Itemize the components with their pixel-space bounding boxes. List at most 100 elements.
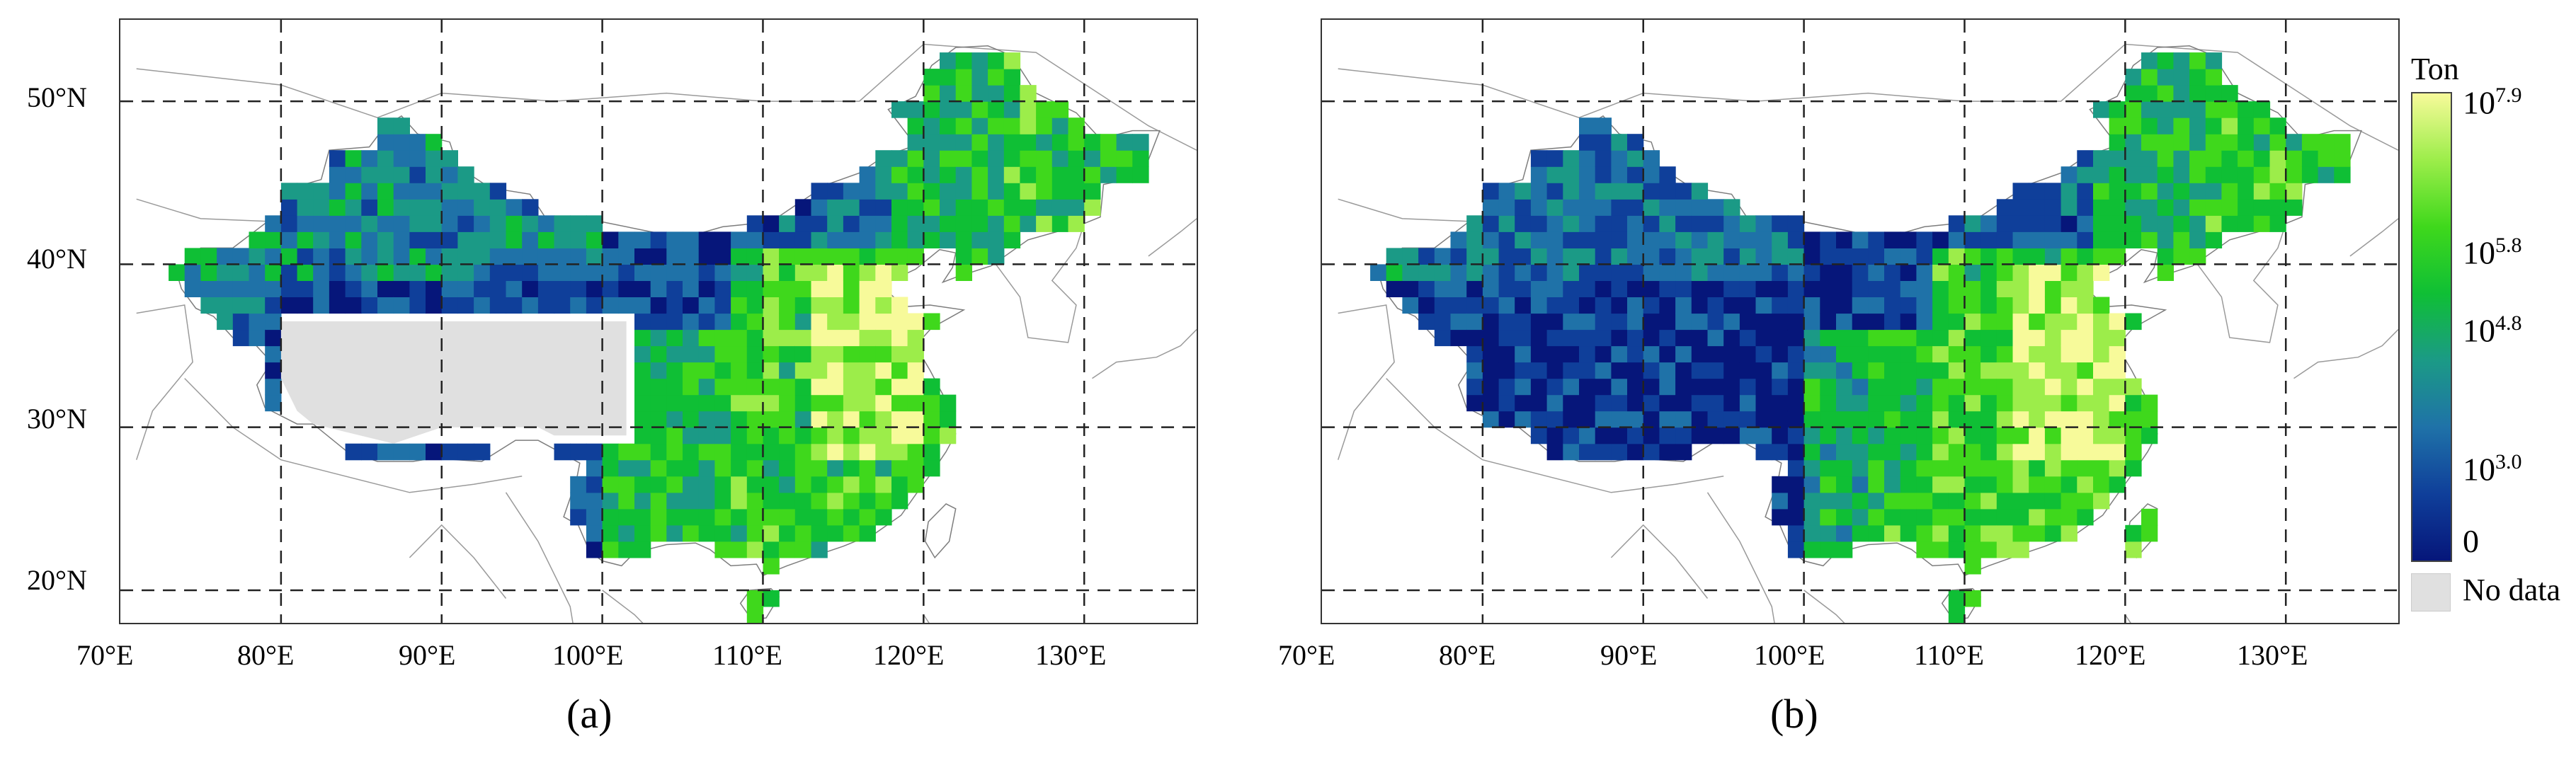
grid-cell: [2205, 52, 2223, 69]
grid-cell: [2286, 199, 2303, 216]
grid-cell: [1595, 134, 1612, 151]
grid-cell: [1981, 476, 1997, 493]
grid-cell: [1787, 378, 1805, 396]
grid-cell: [891, 411, 908, 428]
grid-cell: [1787, 541, 1805, 558]
grid-cell: [634, 280, 651, 297]
grid-cell: [731, 297, 748, 314]
grid-cell: [169, 264, 186, 281]
grid-cell: [955, 101, 972, 118]
grid-cell: [1739, 394, 1757, 412]
grid-cell: [1739, 280, 1757, 297]
grid-cell: [2173, 69, 2190, 86]
grid-cell: [249, 264, 266, 281]
grid-cell: [570, 280, 587, 297]
grid-cell: [1884, 280, 1901, 297]
tick-base: 10: [2463, 234, 2495, 271]
grid-cell: [2044, 378, 2062, 396]
grid-cell: [650, 411, 667, 428]
grid-cell: [811, 541, 828, 558]
grid-cell: [2077, 248, 2094, 265]
grid-cell: [602, 280, 619, 297]
grid-cell: [988, 134, 1005, 151]
grid-cell: [361, 297, 378, 314]
grid-cell: [1659, 378, 1676, 396]
grid-cell: [1515, 199, 1532, 216]
grid-cell: [280, 248, 298, 265]
neighbor-border: [995, 223, 1085, 343]
grid-cell: [1948, 607, 1966, 623]
grid-cell: [2012, 411, 2029, 428]
grid-cell: [811, 443, 828, 461]
grid-cell: [1852, 264, 1869, 281]
grid-cell: [731, 248, 748, 265]
grid-cell: [489, 280, 507, 297]
grid-cell: [1900, 378, 1917, 396]
grid-cell: [1996, 411, 2014, 428]
grid-cell: [907, 443, 924, 461]
grid-cell: [2029, 199, 2046, 216]
grid-cell: [1755, 248, 1772, 265]
grid-cell: [618, 476, 635, 493]
grid-cell: [1659, 264, 1676, 281]
lat-label-20: 20°N: [27, 564, 87, 596]
grid-cell: [1723, 313, 1740, 331]
grid-cell: [2125, 69, 2142, 86]
grid-cell: [586, 443, 603, 461]
grid-cell: [2109, 134, 2126, 151]
grid-cell: [329, 280, 346, 297]
grid-cell: [1611, 362, 1628, 379]
grid-cell: [2044, 231, 2062, 248]
grid-cell: [779, 280, 796, 297]
grid-cell: [1466, 394, 1483, 412]
map-panel-b: [1321, 18, 2400, 624]
grid-cell: [426, 183, 443, 200]
grid-cell: [1691, 297, 1709, 314]
grid-cell: [1981, 524, 1997, 542]
grid-cell: [537, 280, 555, 297]
grid-cell: [2205, 69, 2223, 86]
grid-cell: [1964, 215, 1981, 232]
grid-cell: [971, 183, 988, 200]
grid-cell: [988, 248, 1005, 265]
tick-exp: 5.8: [2495, 234, 2522, 257]
grid-cell: [1675, 362, 1692, 379]
grid-cell: [1418, 313, 1435, 331]
grid-cell: [1932, 378, 1949, 396]
grid-cell: [393, 183, 410, 200]
grid-cell: [361, 199, 378, 216]
grid-cell: [2238, 199, 2255, 216]
grid-cell: [2012, 394, 2029, 412]
grid-cell: [2221, 199, 2238, 216]
grid-cell: [907, 362, 924, 379]
grid-cell: [971, 85, 988, 102]
grid-cell: [2189, 52, 2206, 69]
grid-cell: [2044, 345, 2062, 363]
grid-cell: [506, 231, 523, 248]
grid-cell: [1787, 215, 1805, 232]
grid-cell: [618, 231, 635, 248]
grid-cell: [1579, 199, 1596, 216]
grid-cell: [907, 215, 924, 232]
grid-cell: [2044, 248, 2062, 265]
grid-cell: [2093, 411, 2110, 428]
grid-cell: [537, 231, 555, 248]
grid-cell: [859, 215, 876, 232]
grid-cell: [2173, 231, 2190, 248]
grid-cell: [2061, 199, 2078, 216]
grid-cell: [955, 150, 972, 167]
grid-cell: [1916, 443, 1933, 461]
grid-cell: [393, 264, 410, 281]
grid-cell: [1643, 199, 1660, 216]
grid-cell: [2012, 215, 2029, 232]
grid-cell: [345, 183, 362, 200]
grid-cell: [1981, 313, 1997, 331]
grid-cell: [1836, 264, 1853, 281]
grid-cell: [1916, 313, 1933, 331]
grid-cell: [1964, 524, 1981, 542]
grid-cell: [2093, 345, 2110, 363]
grid-cell: [1820, 459, 1837, 477]
grid-cell: [1643, 427, 1660, 444]
grid-cell: [763, 557, 780, 575]
grid-cell: [1755, 443, 1772, 461]
